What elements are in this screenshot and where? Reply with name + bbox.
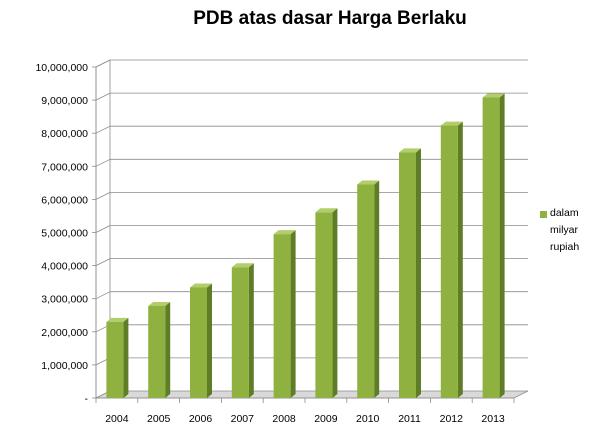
bar-top <box>190 283 212 288</box>
x-tick-label: 2010 <box>356 413 380 425</box>
y-tick-label: 5,000,000 <box>41 228 88 240</box>
y-tick-label: 7,000,000 <box>41 161 88 173</box>
bar-side <box>499 93 505 399</box>
bar-side <box>374 180 380 398</box>
bar <box>315 212 333 398</box>
x-tick-label: 2006 <box>189 413 213 425</box>
x-tick-label: 2012 <box>440 413 464 425</box>
bar <box>148 305 166 398</box>
gridline-diagonal <box>95 192 111 200</box>
x-tick-label: 2005 <box>147 413 171 425</box>
gridline-diagonal <box>95 258 111 266</box>
bar-top <box>482 93 505 98</box>
x-tick-label: 2013 <box>481 413 505 425</box>
legend-label: dalam milyar rupiah <box>550 205 596 256</box>
bar-top <box>273 230 296 235</box>
y-tick-label: 9,000,000 <box>41 95 88 107</box>
bar <box>190 287 207 398</box>
y-tick-label: 1,000,000 <box>41 360 88 372</box>
gridline-diagonal <box>95 92 111 101</box>
y-tick-label: 10,000,000 <box>35 62 88 74</box>
bar <box>482 97 500 399</box>
x-tick-label: 2007 <box>231 413 255 425</box>
y-tick-label: 8,000,000 <box>41 128 88 140</box>
bar-side <box>457 121 463 398</box>
bar-side <box>416 148 421 398</box>
bar-side <box>248 263 254 398</box>
gridline-diagonal <box>95 225 111 233</box>
bar <box>231 267 249 398</box>
gridline-diagonal <box>95 125 111 134</box>
legend-swatch <box>540 211 547 218</box>
bar-top <box>357 180 380 185</box>
x-tick-label: 2004 <box>105 413 129 425</box>
chart-title: PDB atas dasar Harga Berlaku <box>193 8 467 29</box>
bar-top <box>231 263 254 268</box>
bar-side <box>290 230 296 398</box>
bar-side <box>207 283 212 398</box>
bar-top <box>148 301 171 306</box>
bar <box>399 152 416 398</box>
bar-side <box>165 301 171 398</box>
bar <box>273 234 291 398</box>
y-tick-label: 6,000,000 <box>41 194 88 206</box>
y-tick-label: - <box>85 393 89 405</box>
bar-top <box>315 208 338 213</box>
x-tick-label: 2009 <box>314 413 338 425</box>
y-tick-label: 2,000,000 <box>41 327 88 339</box>
gridline-diagonal <box>95 59 111 68</box>
y-tick-label: 3,000,000 <box>41 294 88 306</box>
bar <box>106 321 124 398</box>
legend-label-line: milyar <box>550 224 578 236</box>
y-tick-label: 4,000,000 <box>41 261 88 273</box>
bar-side <box>332 208 338 398</box>
x-tick-label: 2011 <box>398 413 421 425</box>
legend-label-line: dalam <box>550 207 579 219</box>
legend-label-line: rupiah <box>550 241 580 253</box>
bar <box>357 184 375 398</box>
bar <box>440 125 458 398</box>
bar-top <box>106 317 129 322</box>
gridline-diagonal <box>95 291 111 300</box>
bar-top <box>440 121 463 126</box>
x-tick-label: 2008 <box>272 413 296 425</box>
bar-side <box>123 317 129 398</box>
bar-top <box>399 148 421 153</box>
gridline-diagonal <box>95 158 111 167</box>
